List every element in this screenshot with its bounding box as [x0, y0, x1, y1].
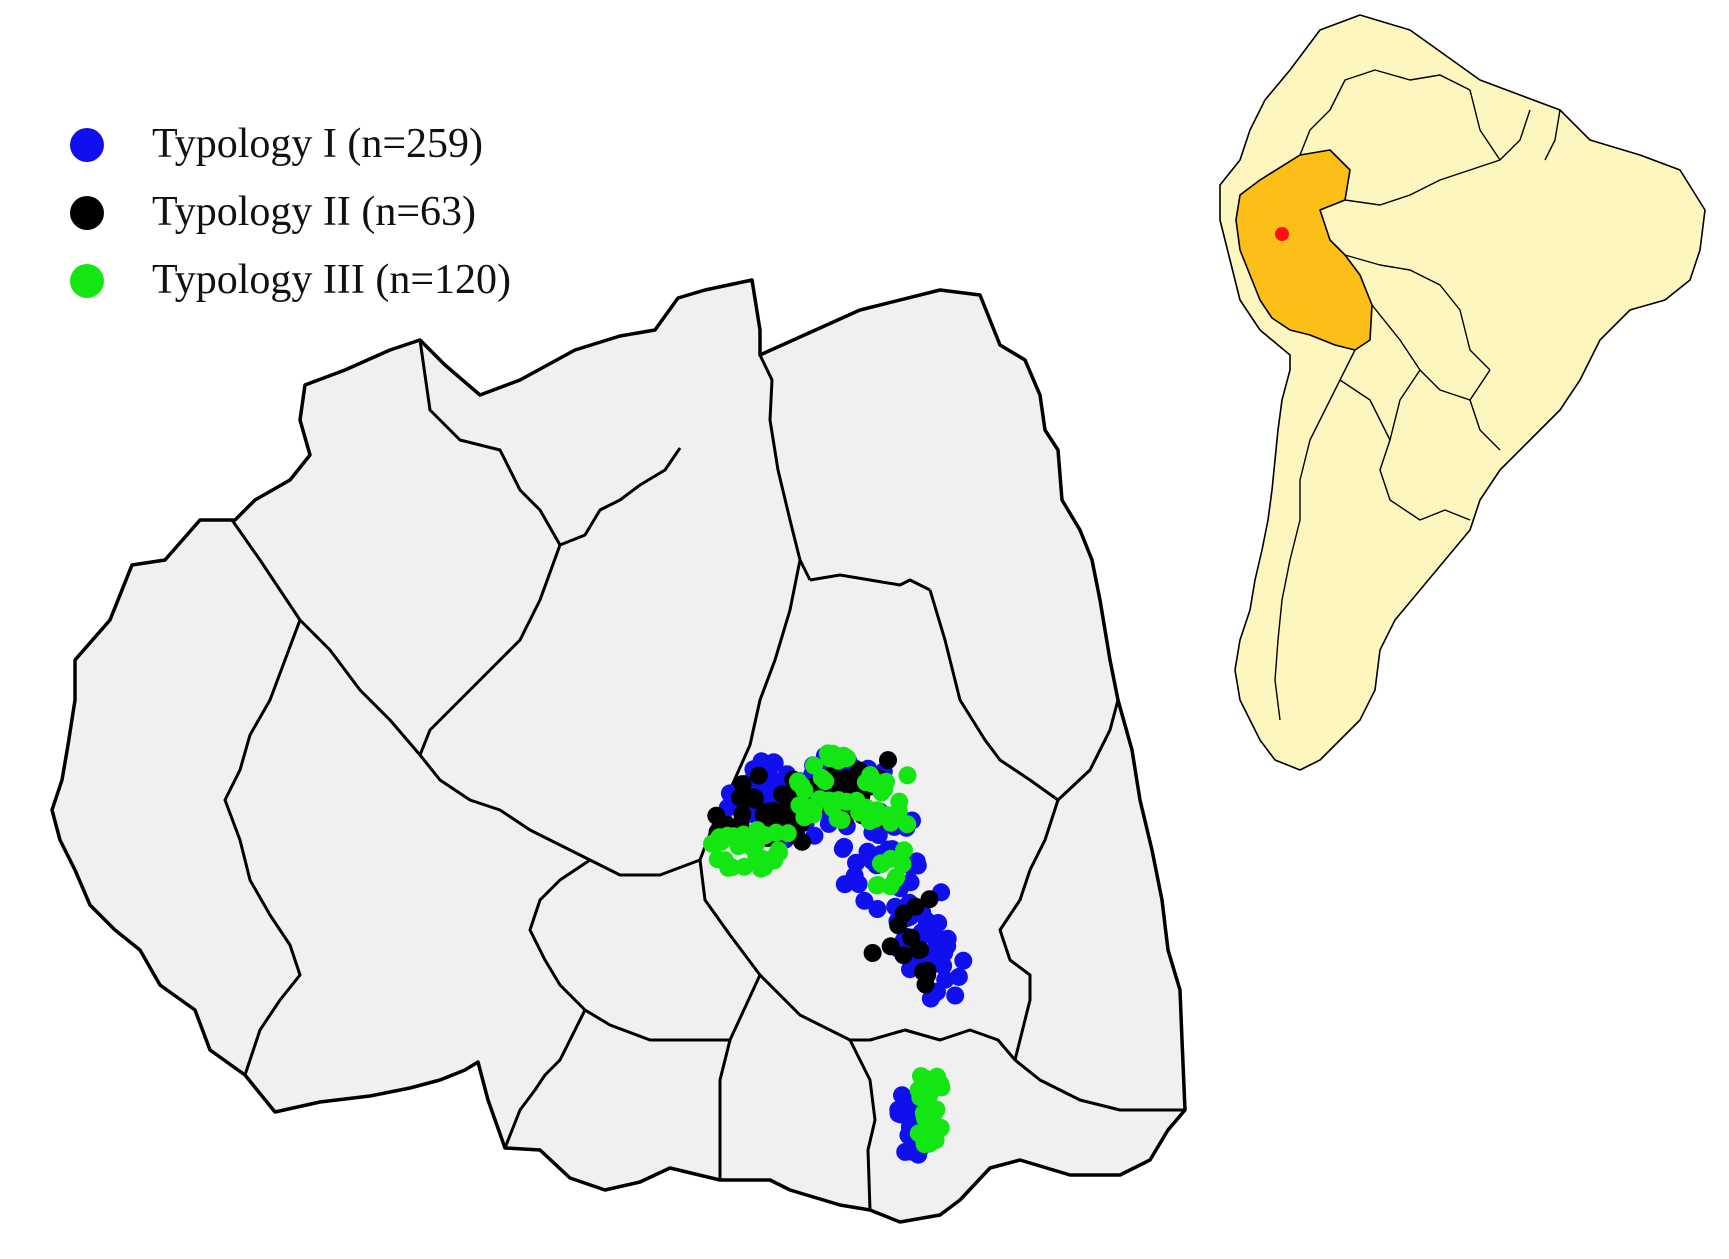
survey-point-typology-3 [769, 841, 788, 860]
survey-point-typology-3 [832, 811, 851, 830]
district-borders [223, 339, 1185, 1211]
survey-point-typology-3 [712, 832, 731, 851]
legend-marker-typology-2 [70, 196, 104, 230]
survey-point-typology-1 [954, 951, 973, 970]
continent-shape [1219, 14, 1706, 771]
survey-point-typology-3 [931, 1074, 949, 1093]
survey-point-typology-2 [916, 975, 935, 994]
survey-point-typology-2 [863, 944, 882, 962]
survey-point-typology-2 [894, 946, 913, 965]
survey-point-typology-1 [855, 891, 874, 910]
survey-point-typology-1 [847, 853, 865, 872]
survey-point-typology-1 [868, 900, 887, 918]
survey-point-typology-1 [901, 873, 920, 892]
legend-label-typology-1: Typology I (n=259) [152, 121, 484, 167]
survey-point-typology-3 [872, 783, 891, 802]
survey-point-typology-3 [816, 772, 835, 791]
survey-point-typology-3 [878, 806, 896, 825]
survey-point-typology-2 [769, 806, 788, 825]
survey-point-typology-1 [949, 967, 968, 986]
survey-point-typology-1 [833, 839, 852, 858]
survey-point-typology-2 [881, 937, 900, 956]
survey-point-typology-3 [861, 766, 880, 785]
survey-point-typology-3 [898, 815, 917, 834]
survey-point-typology-2 [879, 751, 897, 770]
survey-point-typology-1 [946, 986, 965, 1005]
survey-point-typology-1 [917, 911, 936, 930]
study-location-marker [1275, 227, 1289, 241]
survey-point-typology-2 [920, 890, 939, 909]
survey-point-typology-3 [715, 851, 734, 870]
legend-marker-typology-1 [70, 128, 104, 162]
survey-point-typology-1 [938, 937, 957, 955]
survey-point-typology-3 [805, 756, 823, 775]
survey-point-typology-3 [871, 854, 890, 873]
survey-point-typology-1 [849, 875, 868, 893]
survey-point-typology-3 [920, 1134, 939, 1153]
survey-point-typology-3 [756, 826, 775, 845]
legend-marker-typology-3 [70, 264, 104, 298]
survey-point-typology-2 [749, 766, 768, 785]
region-outline [50, 278, 1187, 1224]
survey-point-typology-1 [901, 1142, 920, 1161]
survey-point-typology-1 [921, 989, 940, 1008]
legend-label-typology-2: Typology II (n=63) [152, 189, 477, 235]
survey-point-typology-1 [835, 875, 854, 894]
survey-point-typology-3 [898, 766, 917, 785]
survey-point-typology-3 [820, 749, 839, 768]
legend-label-typology-3: Typology III (n=120) [152, 257, 512, 303]
survey-point-typology-3 [805, 797, 824, 815]
survey-point-typology-3 [920, 1116, 939, 1135]
survey-point-typology-3 [795, 781, 814, 800]
survey-point-typology-2 [733, 775, 752, 794]
survey-point-typology-2 [743, 788, 762, 807]
survey-point-typology-1 [890, 1101, 909, 1120]
survey-point-typology-3 [860, 812, 879, 830]
survey-point-typology-3 [895, 841, 913, 860]
survey-point-typology-3 [881, 877, 900, 896]
survey-points [703, 744, 973, 1164]
survey-point-typology-2 [889, 916, 908, 935]
survey-point-typology-2 [902, 928, 921, 947]
survey-point-typology-3 [847, 791, 866, 810]
survey-point-typology-1 [752, 752, 771, 771]
survey-point-typology-1 [936, 970, 955, 989]
country-borders [1274, 69, 1561, 721]
survey-point-typology-2 [793, 832, 812, 851]
highlighted-country [1235, 149, 1373, 351]
